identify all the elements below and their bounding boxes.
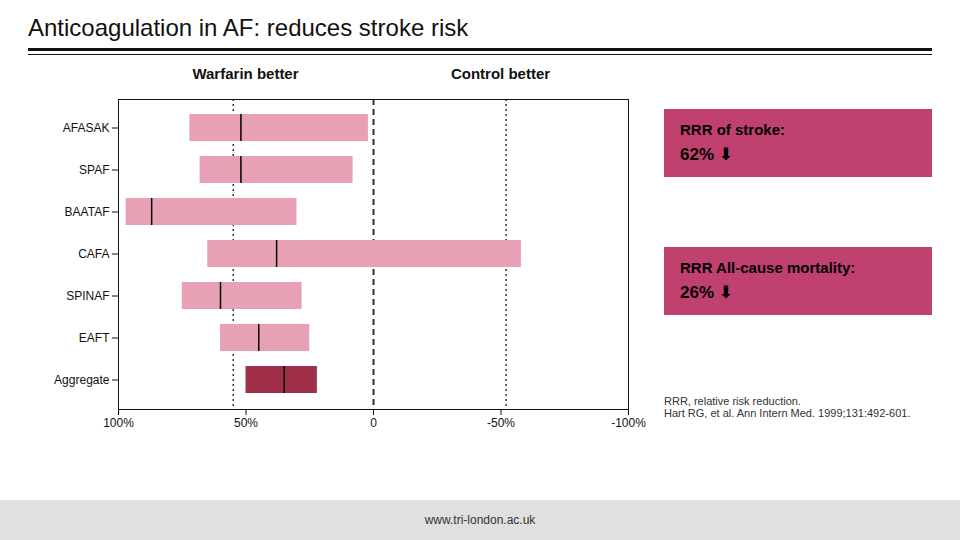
svg-text:-50%: -50% (487, 416, 515, 430)
svg-text:50%: 50% (234, 416, 258, 430)
svg-text:SPINAF: SPINAF (66, 289, 109, 303)
html-text:RRR All-cause mortality:: RRR All-cause mortality: (680, 259, 856, 276)
svg-text:100%: 100% (103, 416, 134, 430)
svg-text:AFASAK: AFASAK (63, 121, 110, 135)
svg-text:EAFT: EAFT (79, 331, 110, 345)
svg-text:CAFA: CAFA (78, 247, 109, 261)
html-text:Control better: Control better (450, 65, 551, 82)
svg-text:BAATAF: BAATAF (65, 205, 110, 219)
html-text:RRR, relative risk reduction.: RRR, relative risk reduction. (664, 395, 801, 407)
svg-text:SPAF: SPAF (79, 163, 109, 177)
html-text:Warfarin better: Warfarin better (192, 65, 299, 82)
html-text:RRR of stroke:: RRR of stroke: (680, 121, 785, 138)
html-text:26% ⬇: 26% ⬇ (680, 283, 733, 302)
html-text:Hart RG, et al. Ann Intern Med: Hart RG, et al. Ann Intern Med. 1999;131… (664, 407, 911, 419)
svg-text:-100%: -100% (611, 416, 646, 430)
html-text:62% ⬇: 62% ⬇ (680, 145, 733, 164)
html-text:Anticoagulation in AF: reduces: Anticoagulation in AF: reduces stroke ri… (28, 14, 469, 41)
svg-text:0: 0 (370, 416, 377, 430)
html-text:www.tri-london.ac.uk: www.tri-london.ac.uk (424, 513, 536, 527)
svg-text:Aggregate: Aggregate (54, 373, 110, 387)
